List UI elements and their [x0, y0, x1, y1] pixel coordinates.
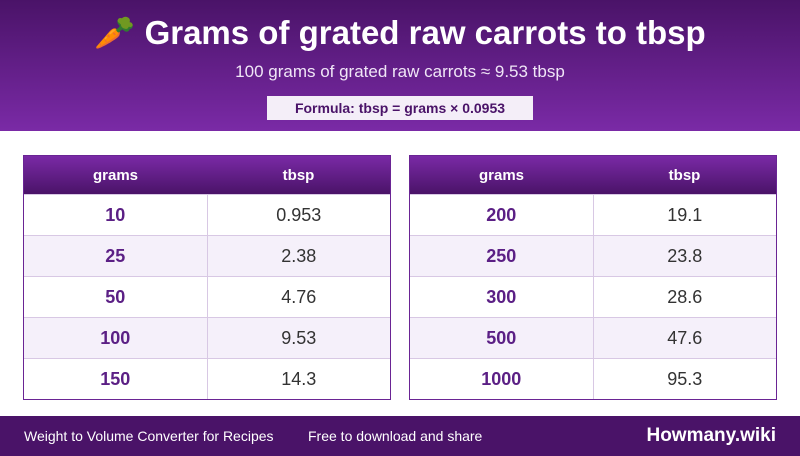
table-cell: 4.76	[281, 286, 317, 307]
table-cell: 47.6	[667, 327, 703, 348]
table-row: 200 19.1	[410, 194, 776, 235]
icon: 🥕	[94, 14, 136, 51]
table-row: 250 23.8	[410, 235, 776, 276]
column-header: grams	[92, 166, 139, 184]
table-cell: 14.3	[281, 368, 317, 389]
table-cell: 200	[410, 195, 594, 235]
table-cell: 23.8	[667, 245, 703, 266]
table-row: 25 2.38	[24, 235, 390, 276]
table-cell: 500	[410, 318, 594, 358]
table-cell: 28.6	[667, 286, 703, 307]
table-cell: 25	[24, 236, 208, 276]
table-row: 150 14.3	[24, 358, 390, 399]
table-row: 10 0.953	[24, 194, 390, 235]
title: Grams of grated raw carrots to tbsp	[144, 14, 706, 51]
table: grams tbsp 200 19.1 250 23.8 300 28.6 500 47.6 100…	[409, 155, 777, 400]
header-row: grams tbsp	[24, 156, 390, 194]
table-cell: 19.1	[667, 204, 703, 225]
table-cell: 0.953	[276, 204, 322, 225]
brand[interactable]: Howmany.wiki	[646, 425, 776, 446]
footer: Weight to Volume Converter for Recipes F…	[0, 416, 800, 456]
table-row: 500 47.6	[410, 317, 776, 358]
table-cell: 10	[24, 195, 208, 235]
footer-text: Free to download and share	[308, 428, 483, 444]
header: 🥕 Grams of grated raw carrots to tbsp 10…	[0, 0, 800, 131]
table-cell: 95.3	[667, 368, 703, 389]
column-header: grams	[478, 166, 525, 184]
footer-text: Weight to Volume Converter for Recipes	[24, 428, 274, 444]
title-line: 🥕 Grams of grated raw carrots to tbsp	[0, 14, 800, 53]
table-cell: 9.53	[281, 327, 317, 348]
table-cell: 100	[24, 318, 208, 358]
table-cell: 150	[24, 359, 208, 399]
table-cell: 300	[410, 277, 594, 317]
header-row: grams tbsp	[410, 156, 776, 194]
column-header: tbsp	[282, 166, 315, 184]
table-row: 100 9.53	[24, 317, 390, 358]
subtitle: 100 grams of grated raw carrots ≈ 9.53 t…	[235, 62, 565, 81]
table-row: 50 4.76	[24, 276, 390, 317]
table-cell: 2.38	[281, 245, 317, 266]
table-cell: 250	[410, 236, 594, 276]
column-header: tbsp	[668, 166, 701, 184]
table-row: 1000 95.3	[410, 358, 776, 399]
table-cell: 1000	[410, 359, 594, 399]
table: grams tbsp 10 0.953 25 2.38 50 4.76 100 9.53 150 14…	[23, 155, 391, 400]
table-cell: 50	[24, 277, 208, 317]
formula: Formula: tbsp = grams × 0.0953	[267, 96, 533, 120]
table-row: 300 28.6	[410, 276, 776, 317]
